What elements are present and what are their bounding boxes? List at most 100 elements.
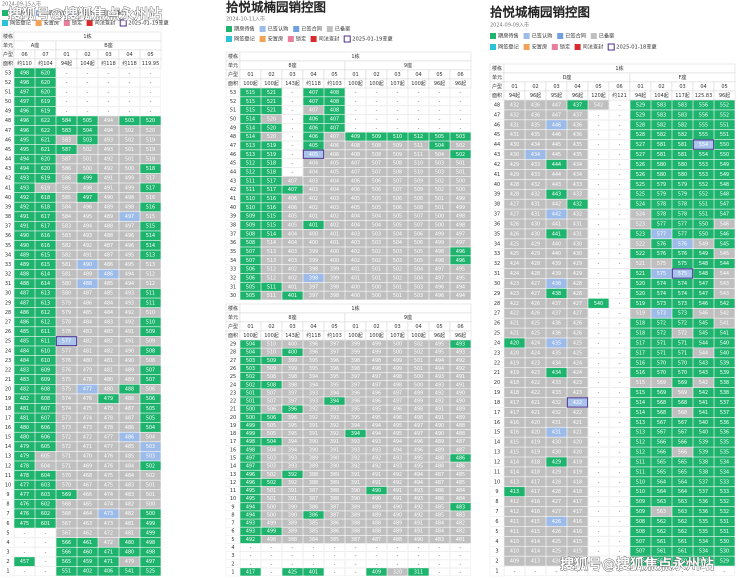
unit-price: -: [619, 401, 621, 406]
unit-cell: [588, 357, 609, 368]
unit-cell: [303, 141, 324, 150]
unit-price: 533: [720, 479, 729, 485]
unit-price: -: [598, 411, 600, 416]
unit-cell: [261, 150, 282, 159]
unit-cell: [77, 250, 98, 260]
unit-cell: [14, 451, 35, 461]
unit-price: 503: [456, 134, 465, 140]
unit-price: 410: [510, 549, 519, 555]
unit-cell: [609, 377, 630, 388]
unit-price: 405: [309, 152, 318, 158]
unit-price: -: [439, 117, 441, 122]
unit-cell: [98, 288, 119, 298]
unit-cell: [450, 519, 471, 527]
unit-price: 479: [20, 454, 29, 460]
unit-price: 495: [435, 342, 444, 348]
unit-cell: [429, 194, 450, 203]
unit-price: 426: [552, 519, 561, 525]
unit-cell: [408, 527, 429, 536]
unit-cell: [140, 173, 161, 183]
unit-price: 608: [41, 396, 50, 402]
unit-price: 401: [309, 222, 318, 228]
unit-cell: [119, 96, 140, 107]
unit-area: 约103: [327, 332, 342, 339]
unit-cell: [651, 467, 672, 477]
unit-cell: [609, 367, 630, 378]
unit-cell: [14, 135, 35, 145]
unit-cell: [504, 328, 525, 338]
floor-label: 35: [230, 249, 236, 255]
unit-cell: [450, 437, 471, 446]
unit-cell: [630, 467, 651, 477]
unit-cell: [651, 526, 672, 537]
unit-price: -: [619, 411, 621, 416]
unit-price: 395: [288, 431, 297, 437]
unit-price: 399: [309, 258, 318, 264]
floor-label: 36: [494, 221, 500, 227]
unit-cell: [282, 494, 303, 503]
unit-cell: [77, 173, 98, 183]
unit-cell: [56, 183, 77, 193]
unit-cell: [303, 348, 324, 356]
unit-price: -: [271, 570, 273, 575]
unit-cell: [240, 559, 261, 568]
unit-price: 522: [636, 251, 645, 257]
unit-cell: [450, 88, 471, 97]
unit-price: 586: [62, 176, 71, 182]
unit-cell: [525, 368, 546, 378]
unit-cell: [282, 220, 303, 230]
unit-cell: [714, 377, 735, 388]
floor-label: 24: [5, 348, 11, 354]
unit-price: 494: [83, 224, 92, 230]
unit-price: 426: [531, 301, 540, 307]
unit-price: 390: [288, 512, 297, 518]
unit-price: 515: [146, 224, 155, 230]
unit-cell: [450, 429, 471, 438]
unit-price: 402: [351, 249, 360, 255]
unit-price: 493: [83, 233, 92, 239]
unit-price: -: [418, 91, 420, 96]
unit-cell: [504, 477, 525, 487]
unit-price: 503: [267, 456, 276, 462]
unit-price: 569: [62, 492, 71, 498]
unit-area: 119.95: [142, 61, 160, 67]
unit-cell: [387, 123, 408, 133]
unit-price: 514: [246, 125, 255, 131]
unit-price: 393: [288, 456, 297, 462]
unit-cell: [546, 368, 567, 378]
unit-cell: [429, 519, 450, 527]
unit-cell: [261, 454, 282, 462]
unit-cell: [408, 348, 429, 356]
unit-price: 434: [552, 360, 561, 366]
unit-price: 582: [678, 132, 687, 138]
unit-price: 497: [456, 231, 465, 237]
unit-price: -: [598, 560, 600, 565]
floor-label: 15: [230, 456, 236, 462]
unit-cell: [651, 239, 672, 249]
unit-cell: [693, 169, 714, 180]
unit-cell: [35, 413, 56, 423]
unit-cell: [450, 123, 471, 133]
unit-cell: [525, 219, 546, 229]
unit-cell: [693, 229, 714, 239]
unit-type: 06: [21, 52, 27, 58]
unit-cell: [609, 268, 630, 279]
unit-cell: [366, 421, 387, 430]
unit-price: 490: [372, 496, 381, 502]
unit-area: 约110: [17, 60, 32, 67]
unit-cell: [240, 211, 261, 221]
unit-cell: [261, 256, 282, 265]
unit-price: 500: [246, 407, 255, 413]
unit-price: 540: [699, 420, 708, 426]
unit-cell: [450, 446, 471, 454]
unit-price: 563: [657, 499, 666, 505]
unit-price: 567: [657, 420, 666, 426]
floor-label: 27: [494, 311, 500, 317]
unit-cell: [429, 446, 450, 454]
floor-label: 42: [230, 187, 236, 193]
floor-label: 35: [5, 243, 11, 249]
unit-cell: [98, 537, 119, 547]
unit-price: -: [619, 232, 621, 237]
unit-cell: [119, 490, 140, 500]
unit-cell: [303, 405, 324, 413]
